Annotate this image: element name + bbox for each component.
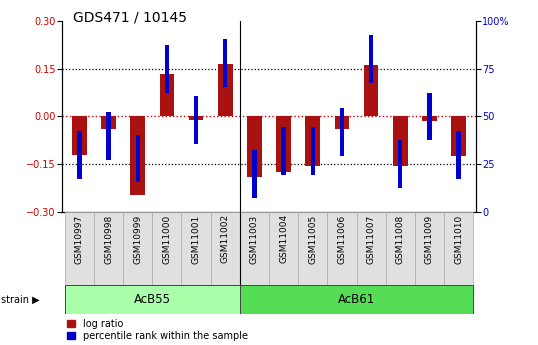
Text: GSM11009: GSM11009	[425, 214, 434, 264]
Bar	[123, 212, 152, 285]
Bar	[218, 64, 232, 117]
Bar	[298, 212, 327, 285]
Text: AcB55: AcB55	[134, 293, 171, 306]
Bar	[240, 212, 269, 285]
Bar	[223, 39, 228, 87]
Bar	[369, 35, 373, 83]
Text: GSM11001: GSM11001	[192, 214, 201, 264]
Bar	[415, 212, 444, 285]
Text: GSM10999: GSM10999	[133, 214, 142, 264]
Bar	[136, 135, 140, 183]
Bar	[357, 212, 386, 285]
Bar	[269, 212, 298, 285]
Text: GSM11003: GSM11003	[250, 214, 259, 264]
Bar	[386, 212, 415, 285]
Text: GDS471 / 10145: GDS471 / 10145	[73, 10, 187, 24]
Bar	[444, 212, 473, 285]
Bar	[194, 96, 199, 144]
Bar	[160, 74, 174, 117]
Text: strain ▶: strain ▶	[1, 294, 40, 304]
Bar	[310, 127, 315, 175]
Bar	[77, 131, 82, 179]
Text: AcB61: AcB61	[338, 293, 375, 306]
Text: GSM10998: GSM10998	[104, 214, 113, 264]
Text: GSM11006: GSM11006	[337, 214, 346, 264]
Bar	[94, 212, 123, 285]
Text: GSM11000: GSM11000	[162, 214, 172, 264]
Bar	[65, 285, 240, 314]
Bar	[422, 117, 437, 121]
Text: GSM10997: GSM10997	[75, 214, 84, 264]
Bar	[211, 212, 240, 285]
Text: GSM11002: GSM11002	[221, 214, 230, 264]
Bar	[107, 112, 111, 159]
Bar	[252, 150, 257, 198]
Text: GSM11008: GSM11008	[396, 214, 405, 264]
Bar	[339, 108, 344, 156]
Legend: log ratio, percentile rank within the sample: log ratio, percentile rank within the sa…	[67, 319, 248, 341]
Text: GSM11004: GSM11004	[279, 214, 288, 264]
Bar	[281, 127, 286, 175]
Bar	[101, 117, 116, 129]
Bar	[398, 140, 402, 188]
Bar	[451, 117, 466, 156]
Text: GSM11010: GSM11010	[454, 214, 463, 264]
Bar	[335, 117, 349, 129]
Bar	[65, 212, 94, 285]
Bar	[152, 212, 181, 285]
Bar	[306, 117, 320, 166]
Text: GSM11005: GSM11005	[308, 214, 317, 264]
Bar	[427, 92, 431, 140]
Bar	[189, 117, 203, 120]
Text: GSM11007: GSM11007	[366, 214, 376, 264]
Bar	[277, 117, 291, 172]
Bar	[181, 212, 211, 285]
Bar	[165, 45, 169, 92]
Bar	[240, 285, 473, 314]
Bar	[327, 212, 357, 285]
Bar	[364, 65, 378, 117]
Bar	[72, 117, 87, 155]
Bar	[393, 117, 408, 166]
Bar	[456, 131, 461, 179]
Bar	[247, 117, 261, 177]
Bar	[130, 117, 145, 195]
